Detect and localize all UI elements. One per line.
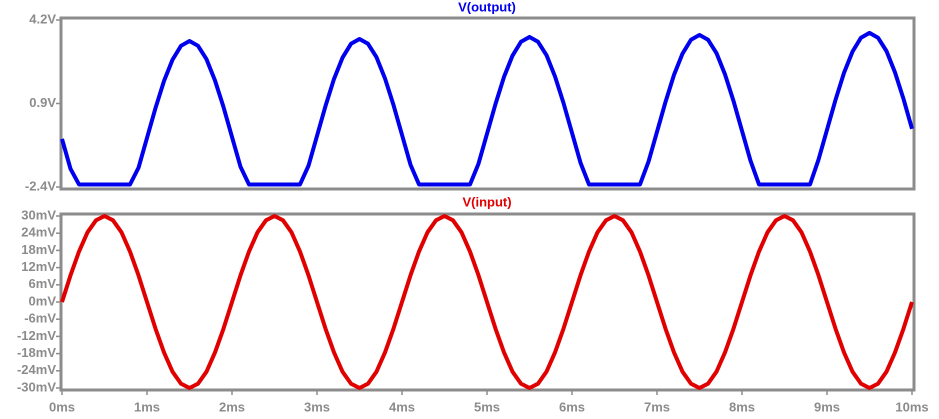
waveform: [60, 214, 914, 390]
y-tick-label: -24mV: [17, 362, 56, 377]
y-tick-label: -6mV: [24, 311, 56, 326]
y-tick-label: 12mV: [21, 259, 56, 274]
x-tick-label: 6ms: [559, 399, 585, 414]
x-tick-label: 1ms: [134, 399, 160, 414]
series-title: V(output): [458, 0, 516, 14]
y-tick-label: -30mV: [17, 379, 56, 394]
y-tick-label: 0mV: [29, 293, 57, 308]
y-tick-label: -2.4V: [25, 178, 56, 193]
y-tick-label: 24mV: [21, 225, 56, 240]
y-tick-label: 0.9V: [29, 95, 56, 110]
series-title: V(input): [462, 194, 511, 209]
y-tick-label: 30mV: [21, 207, 56, 222]
waveform: [60, 30, 914, 187]
x-tick-label: 7ms: [644, 399, 670, 414]
y-tick-label: 6mV: [29, 276, 57, 291]
x-tick-label: 10ms: [895, 399, 928, 414]
x-tick-label: 2ms: [219, 399, 245, 414]
y-tick-label: 4.2V: [29, 11, 56, 26]
x-tick-label: 5ms: [474, 399, 500, 414]
x-tick-label: 0ms: [49, 399, 75, 414]
x-tick-label: 9ms: [814, 399, 840, 414]
x-tick-label: 3ms: [304, 399, 330, 414]
y-tick-label: 18mV: [21, 242, 56, 257]
y-tick-label: -18mV: [17, 345, 56, 360]
x-tick-label: 8ms: [729, 399, 755, 414]
plot-frame: [59, 16, 916, 191]
y-tick-label: -12mV: [17, 328, 56, 343]
x-tick-label: 4ms: [389, 399, 415, 414]
